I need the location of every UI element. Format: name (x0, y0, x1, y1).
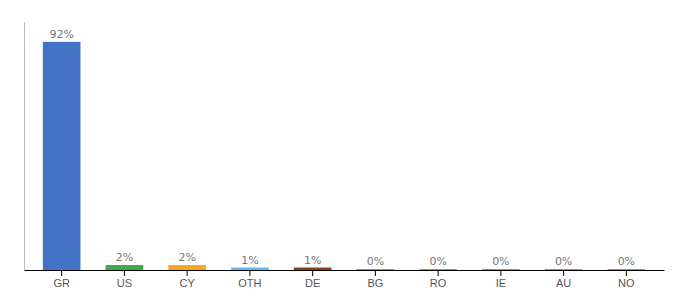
tick: OTH (238, 270, 261, 289)
data-labels: 92% 2% 2% 1% 1% 0% 0% 0% 0% 0% (49, 28, 635, 268)
tick: DE (305, 270, 320, 289)
tick: AU (556, 270, 571, 289)
bar (43, 42, 81, 270)
tick: US (117, 270, 132, 289)
plot-area: GR US CY OTH DE BG RO IE AU NO 92% 2% 2% 1% 1% 0% 0% 0% 0%… (25, 23, 665, 289)
bar (482, 269, 520, 270)
tick-mark (124, 270, 125, 276)
tick: RO (430, 270, 447, 289)
bar (168, 265, 206, 270)
data-label: 1% (304, 254, 321, 267)
tick-label: IE (496, 277, 506, 289)
data-label: 0% (492, 255, 509, 268)
tick-mark (61, 270, 62, 276)
bars (43, 42, 645, 270)
data-label: 92% (49, 28, 73, 41)
tick-label: CY (179, 277, 195, 289)
bar (357, 269, 395, 270)
data-label: 2% (116, 251, 133, 264)
bar (608, 269, 646, 270)
tick-mark (563, 270, 564, 276)
data-label: 2% (178, 251, 195, 264)
y-axis-line (24, 23, 25, 271)
tick-label: AU (556, 277, 571, 289)
data-label: 1% (241, 254, 258, 267)
chart: GR US CY OTH DE BG RO IE AU NO 92% 2% 2% 1% 1% 0% 0% 0% 0%… (0, 0, 680, 300)
x-axis: GR US CY OTH DE BG RO IE AU NO (25, 270, 665, 289)
tick: NO (618, 270, 635, 289)
tick-label: US (117, 277, 132, 289)
tick: IE (496, 270, 506, 289)
bar (294, 268, 332, 270)
tick-mark (187, 270, 188, 276)
data-label: 0% (555, 255, 572, 268)
tick-mark (312, 270, 313, 276)
data-label: 0% (618, 255, 635, 268)
tick-label: NO (618, 277, 635, 289)
tick-label: RO (430, 277, 447, 289)
data-label: 0% (367, 255, 384, 268)
tick-mark (500, 270, 501, 276)
tick-mark (249, 270, 250, 276)
bar (545, 269, 583, 270)
tick: GR (53, 270, 70, 289)
bar (419, 269, 457, 270)
x-axis-line (25, 270, 665, 271)
tick-mark (438, 270, 439, 276)
tick-label: OTH (238, 277, 261, 289)
tick: CY (179, 270, 195, 289)
bar (231, 268, 269, 270)
tick-label: GR (53, 277, 70, 289)
tick-label: DE (305, 277, 320, 289)
y-axis (24, 23, 25, 271)
tick: BG (367, 270, 383, 289)
tick-mark (626, 270, 627, 276)
tick-label: BG (367, 277, 383, 289)
data-label: 0% (429, 255, 446, 268)
tick-mark (375, 270, 376, 276)
bar (106, 265, 144, 270)
